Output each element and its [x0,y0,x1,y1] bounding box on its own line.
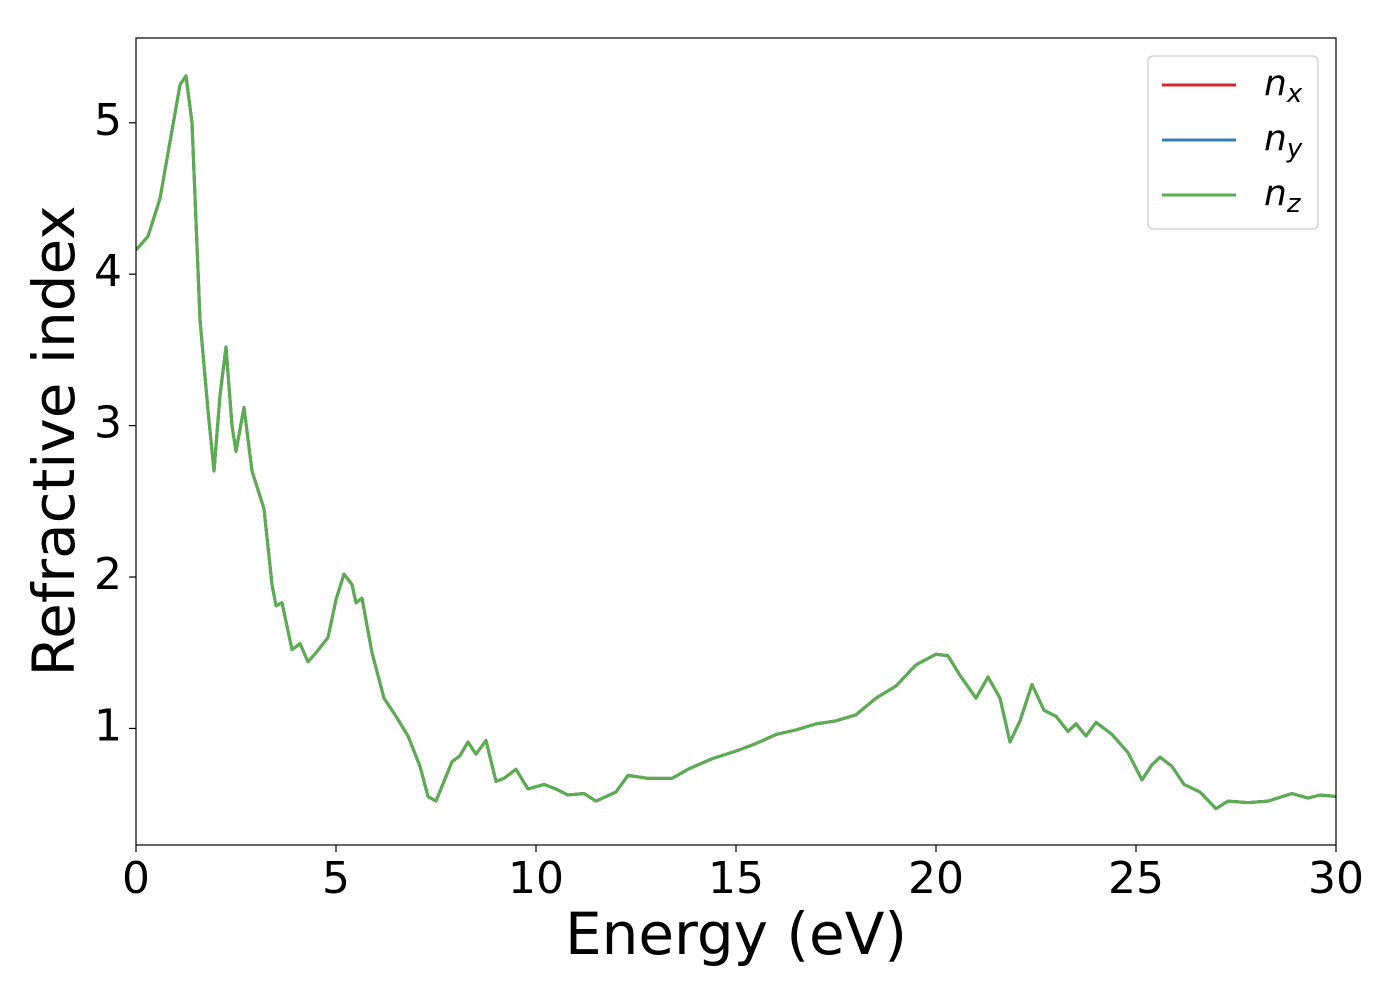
x-tick-label: 5 [322,853,350,904]
legend-label: nx [1264,63,1303,109]
y-axis-label: Refractive index [20,205,88,676]
x-tick-label: 10 [508,853,564,904]
plot [136,74,1336,811]
x-axis-label: Energy (eV) [565,900,907,968]
y-tick-label: 3 [94,398,122,449]
y-tick-label: 2 [94,549,122,600]
legend-label: nz [1264,173,1302,219]
y-tick-label: 1 [94,700,122,751]
legend-box [1147,55,1319,230]
x-tick-label: 15 [708,853,764,904]
series-line [136,74,1336,811]
x-tick-label: 0 [122,853,150,904]
x-tick-label: 20 [908,853,964,904]
x-tick-label: 25 [1108,853,1164,904]
plot-frame [135,37,1337,846]
legend-label: ny [1264,118,1303,164]
y-tick-label: 4 [94,246,122,297]
x-tick-label: 30 [1308,853,1364,904]
y-tick-label: 5 [94,95,122,146]
